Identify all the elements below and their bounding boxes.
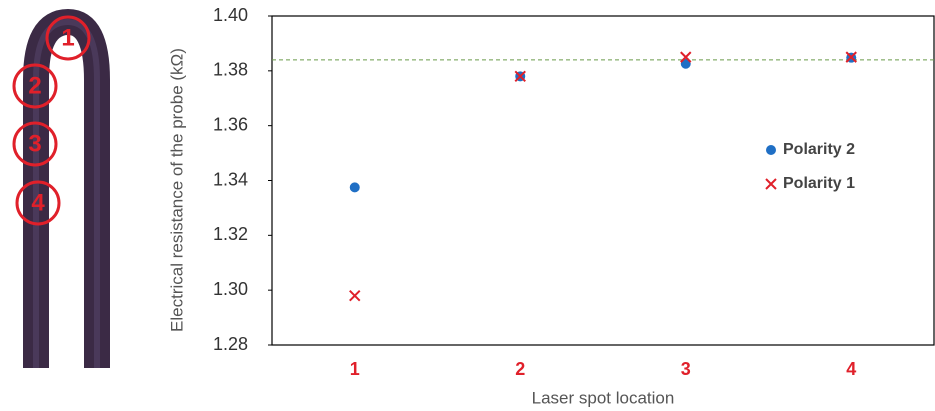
probe-spot-label: 3: [28, 130, 41, 157]
probe-body: [23, 8, 110, 368]
cross-point: [680, 51, 692, 63]
y-tick-label: 1.36: [213, 114, 248, 134]
point: [349, 182, 360, 193]
y-tick-label: 1.30: [213, 279, 248, 299]
legend-marker: [765, 178, 777, 190]
y-tick-label: 1.38: [213, 60, 248, 80]
y-tick-label: 1.32: [213, 224, 248, 244]
probe-spot-label: 1: [61, 24, 74, 51]
x-tick-label: 2: [515, 359, 525, 379]
x-tick-label: 1: [350, 359, 360, 379]
probe-spot-label: 4: [31, 189, 45, 216]
legend-label: Polarity 1: [783, 175, 855, 192]
probe-spot: [12, 63, 58, 109]
x-tick-label: 4: [846, 359, 856, 379]
probe-photo: [23, 8, 110, 368]
legend-marker: [766, 145, 776, 155]
y-tick-label: 1.28: [213, 334, 248, 354]
legend-label: Polarity 2: [783, 141, 855, 158]
cross-point: [514, 70, 526, 83]
y-tick-label: 1.40: [213, 5, 248, 25]
probe-highlight: [33, 18, 100, 368]
y-tick-label: 1.34: [213, 169, 248, 189]
probe-spot: [15, 180, 61, 226]
cross-point: [845, 51, 857, 63]
probe-spot-label: 2: [28, 72, 41, 99]
x-axis-label: Laser spot location: [532, 388, 675, 407]
y-axis-label: Electrical resistance of the probe (kΩ): [167, 48, 186, 332]
point: [680, 58, 691, 69]
probe-spot: [45, 15, 91, 61]
x-tick-label: 3: [681, 359, 691, 379]
cross-point: [349, 289, 361, 302]
probe-spot: [12, 121, 58, 167]
